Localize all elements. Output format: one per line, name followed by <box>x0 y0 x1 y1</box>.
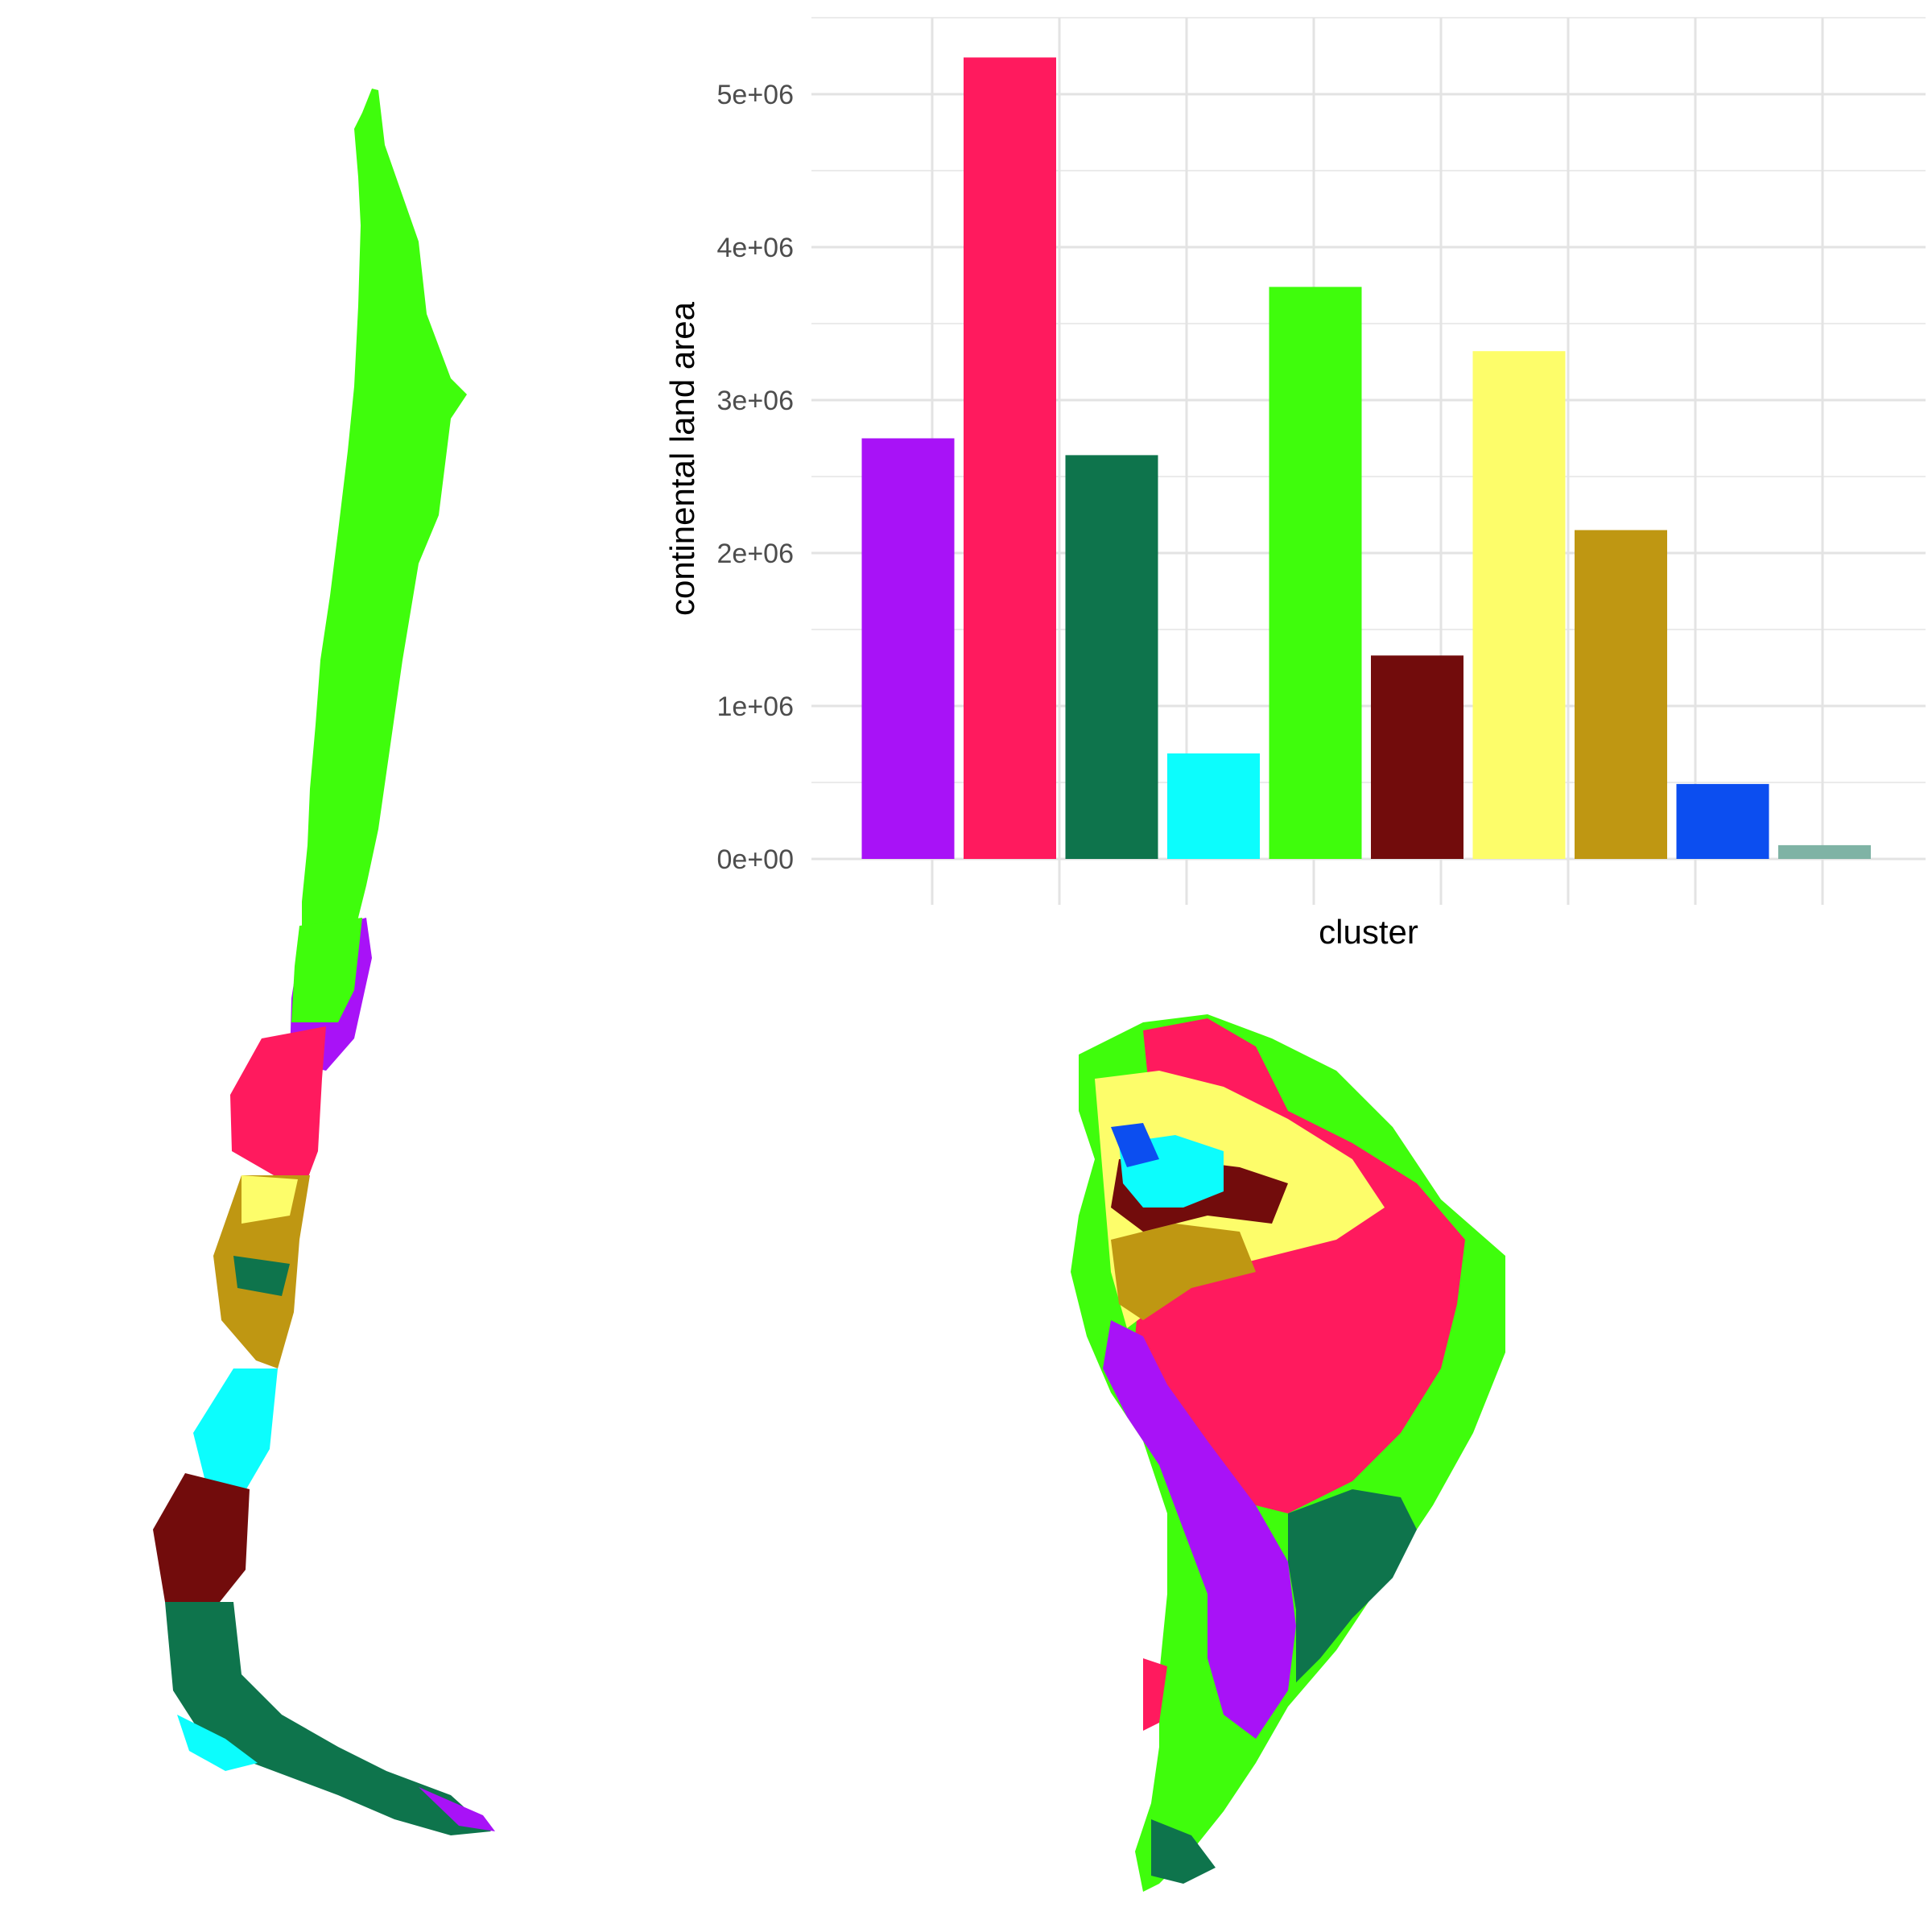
y-tick-labels: 0e+00 1e+06 2e+06 3e+06 4e+06 5e+06 <box>717 80 795 875</box>
bar <box>1371 655 1463 859</box>
bar <box>1676 783 1769 859</box>
bar <box>964 57 1056 859</box>
chile-region-central-darkgreen <box>233 1256 290 1296</box>
bar <box>1575 530 1667 859</box>
bar <box>1778 844 1871 859</box>
chile-region-south-cyan <box>193 1368 278 1497</box>
chile-region-south-purple-tip <box>419 1787 495 1831</box>
bars <box>861 57 1871 859</box>
bar <box>861 438 955 859</box>
y-axis-title: continental land area <box>663 301 701 616</box>
chile-map <box>153 89 495 1835</box>
x-axis-title: cluster <box>1319 913 1418 951</box>
chile-region-central-yellow <box>242 1175 298 1224</box>
sa-region-purple <box>1103 1320 1296 1739</box>
bar <box>1065 455 1158 859</box>
chile-region-north <box>302 89 467 950</box>
bar <box>1472 351 1566 859</box>
y-tick-label: 4e+06 <box>717 233 795 263</box>
bar <box>1167 753 1260 859</box>
y-tick-label: 2e+06 <box>717 539 795 569</box>
y-tick-label: 5e+06 <box>717 80 795 110</box>
y-tick-label: 3e+06 <box>717 386 795 416</box>
bar <box>1269 287 1362 859</box>
y-tick-label: 0e+00 <box>717 844 795 875</box>
chile-region-south-cyan-tip <box>177 1715 258 1771</box>
y-tick-label: 1e+06 <box>717 691 795 722</box>
south-america-map <box>1071 1014 1505 1892</box>
chile-region-central-green <box>291 918 362 1022</box>
bar-chart: 0e+00 1e+06 2e+06 3e+06 4e+06 5e+06 cluster c… <box>663 17 1926 951</box>
sa-region-darkgreen-south <box>1151 1819 1216 1884</box>
chile-region-central-pink <box>230 1026 326 1183</box>
sa-region-blue <box>1111 1123 1159 1167</box>
sa-region-darkgreen <box>1288 1489 1417 1682</box>
chile-region-south-maroon <box>153 1473 250 1610</box>
sa-region-gold <box>1111 1224 1256 1320</box>
sa-region-pink-west <box>1143 1658 1167 1731</box>
